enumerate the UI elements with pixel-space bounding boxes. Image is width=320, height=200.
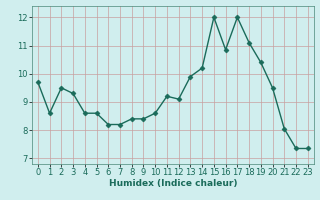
X-axis label: Humidex (Indice chaleur): Humidex (Indice chaleur) (108, 179, 237, 188)
